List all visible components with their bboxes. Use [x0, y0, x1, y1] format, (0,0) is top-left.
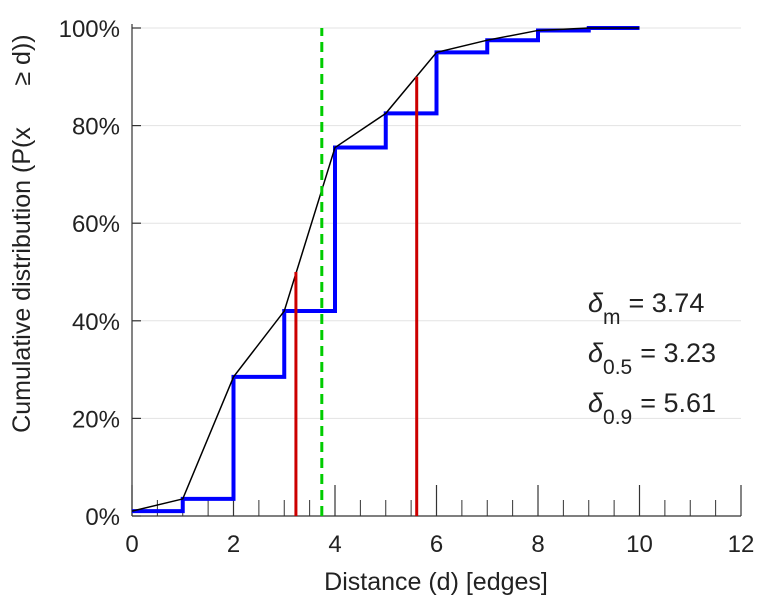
y-tick-label: 20%: [72, 406, 120, 433]
markers: [294, 28, 419, 516]
delta-subscript: 0.9: [603, 406, 632, 429]
axes: [131, 24, 742, 517]
x-tick-label: 4: [328, 531, 341, 558]
annotation-0.5: δ0.5 = 3.23: [588, 338, 716, 379]
delta-subscript: m: [603, 306, 621, 329]
x-tick-label: 8: [531, 531, 544, 558]
x-tick-label: 2: [227, 531, 240, 558]
y-tick-label: 80%: [72, 114, 120, 141]
delta-value: = 5.61: [640, 388, 716, 418]
annotation-m: δm = 3.74: [588, 288, 704, 329]
y-axis-label-continued: ≥ d)): [8, 34, 36, 85]
x-tick-label: 12: [728, 531, 755, 558]
series-interp-line: [131, 27, 640, 512]
delta-symbol: δ: [588, 288, 604, 318]
series-step-line: [132, 26, 640, 514]
delta-symbol: δ: [588, 388, 604, 418]
delta-value: = 3.23: [640, 338, 716, 368]
series: [131, 26, 640, 514]
x-tick-label: 10: [626, 531, 653, 558]
y-tick-label: 100%: [59, 16, 120, 43]
delta-value: = 3.74: [629, 288, 705, 318]
y-tick-label: 0%: [85, 504, 120, 531]
x-axis-label: Distance (d) [edges]: [324, 568, 548, 596]
y-axis-label: Cumulative distribution (P(x: [8, 127, 36, 433]
y-tick-label: 60%: [72, 211, 120, 238]
delta-subscript: 0.5: [603, 356, 632, 379]
tick-labels: 0 2 4 6 8 10 12 0% 20% 40% 60% 80% 100%: [59, 16, 755, 558]
annotation-0.9: δ0.9 = 5.61: [588, 388, 716, 429]
delta-symbol: δ: [588, 338, 604, 368]
x-tick-label: 0: [125, 531, 138, 558]
y-tick-label: 40%: [72, 309, 120, 336]
x-tick-label: 6: [430, 531, 443, 558]
grid-lines: [132, 27, 741, 419]
